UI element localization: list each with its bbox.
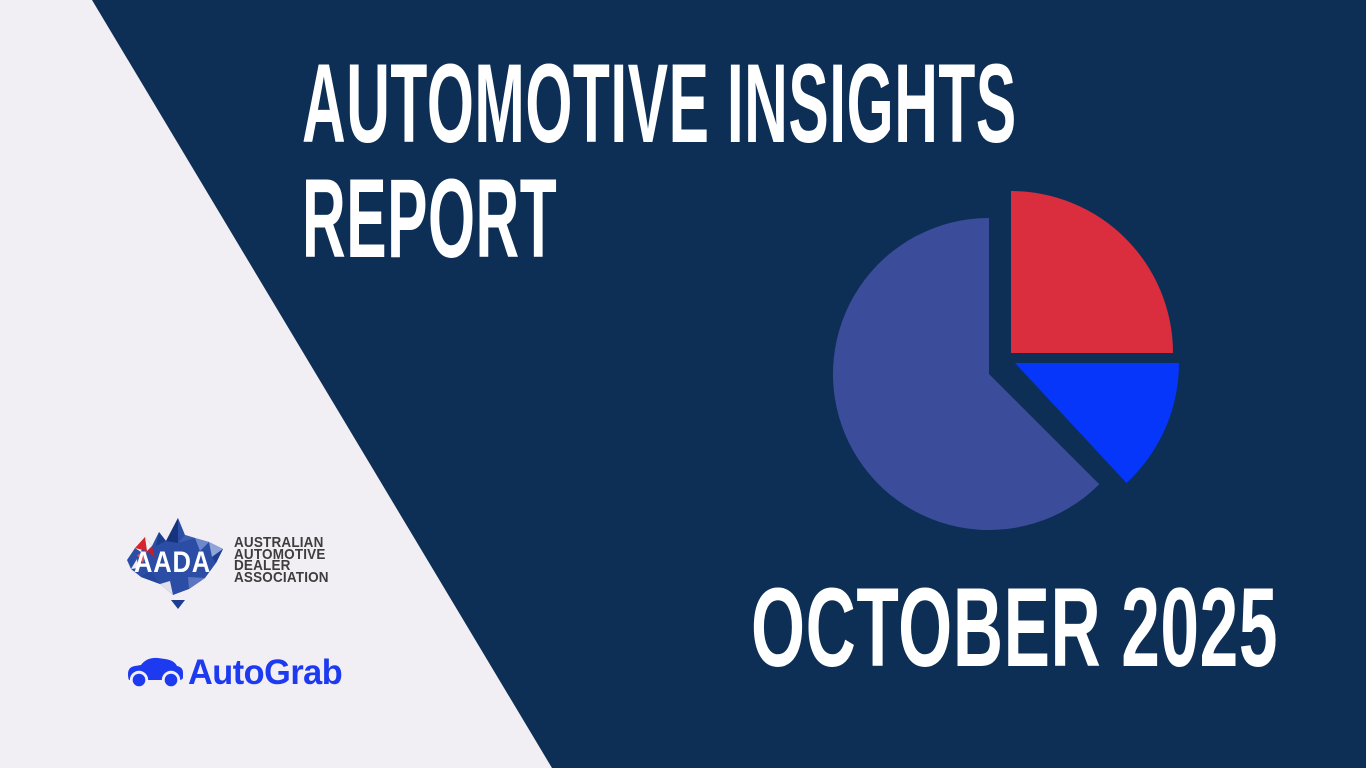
aada-name-line: ASSOCIATION <box>234 569 329 587</box>
pie-slice-eighth <box>1015 363 1179 483</box>
aada-full-name: AUSTRALIAN AUTOMOTIVE DEALER ASSOCIATION <box>234 534 329 587</box>
autograb-logo: AutoGrab <box>127 652 357 694</box>
aada-acronym: AADA <box>134 546 212 579</box>
page-title-line1: AUTOMOTIVE INSIGHTS <box>302 41 1017 166</box>
report-date: OCTOBER 2025 <box>751 565 1279 690</box>
autograb-wordmark: AutoGrab <box>188 653 343 692</box>
pie-slice-main <box>832 218 1100 530</box>
page-title-line2: REPORT <box>302 156 558 281</box>
autograb-car-icon <box>128 657 183 690</box>
pie-slice-quarter <box>1011 191 1173 353</box>
pie-chart-graphic <box>832 191 1179 530</box>
aada-name-line: AUSTRALIAN <box>234 534 324 551</box>
aada-name-line: DEALER <box>234 557 291 575</box>
aada-name-line: AUTOMOTIVE <box>234 545 326 563</box>
aada-logo: AADA AUSTRALIAN AUTOMOTIVE DEALER ASSOCI… <box>126 513 336 613</box>
aada-australia-map-icon <box>127 518 223 609</box>
page-title: AUTOMOTIVE INSIGHTS REPORT <box>302 46 1017 276</box>
